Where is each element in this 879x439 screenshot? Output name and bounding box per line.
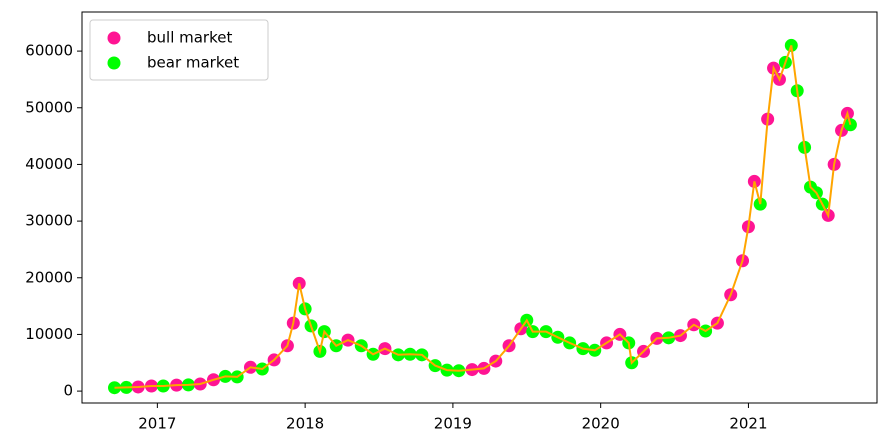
y-tick-label: 30000 [25, 212, 73, 230]
legend-label: bull market [147, 29, 232, 47]
x-tick-label: 2020 [582, 415, 620, 433]
price-line [114, 45, 852, 389]
x-tick-label: 2017 [138, 415, 176, 433]
y-tick-label: 40000 [25, 155, 73, 173]
plot-frame [81, 11, 878, 404]
legend-marker [107, 56, 121, 70]
y-tick-label: 60000 [25, 42, 73, 60]
legend-marker [107, 31, 121, 45]
y-tick-label: 50000 [25, 98, 73, 116]
legend-box [89, 19, 269, 81]
x-tick-label: 2019 [434, 415, 472, 433]
x-tick-label: 2018 [286, 415, 324, 433]
y-tick-label: 10000 [25, 325, 73, 343]
y-tick-label: 20000 [25, 268, 73, 286]
x-tick-label: 2021 [729, 415, 767, 433]
y-tick-label: 0 [63, 382, 73, 400]
legend: bull market bear market [89, 19, 269, 81]
legend-label: bear market [147, 54, 239, 72]
